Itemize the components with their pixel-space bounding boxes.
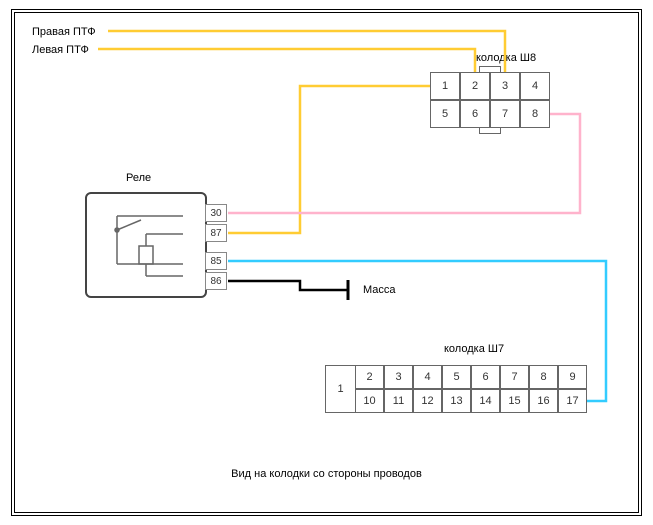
label-sh7: колодка Ш7	[444, 343, 504, 355]
sh7-cell-6: 6	[471, 365, 500, 389]
sh7-cell-4: 4	[413, 365, 442, 389]
label-relay: Реле	[126, 172, 151, 184]
sh8-notch-top	[479, 66, 501, 72]
sh8-cell-6: 6	[460, 100, 490, 128]
diagram-stage: Правая ПТФ Левая ПТФ колодка Ш8 Реле Мас…	[0, 0, 653, 525]
sh7-cell-17: 17	[558, 389, 587, 413]
sh7-cell-2: 2	[355, 365, 384, 389]
label-sh8: колодка Ш8	[476, 52, 536, 64]
sh8-cell-2: 2	[460, 72, 490, 100]
sh7-cell-16: 16	[529, 389, 558, 413]
relay-terminal-87: 87	[205, 224, 227, 242]
sh7-cell-11: 11	[384, 389, 413, 413]
relay-terminal-30: 30	[205, 204, 227, 222]
sh8-cell-7: 7	[490, 100, 520, 128]
sh8-notch-bottom	[479, 128, 501, 134]
sh7-cell-9: 9	[558, 365, 587, 389]
connector-sh8: 1 2 3 4 5 6 7 8	[430, 72, 555, 132]
sh8-cell-5: 5	[430, 100, 460, 128]
label-right-ptf: Правая ПТФ	[32, 26, 96, 38]
label-left-ptf: Левая ПТФ	[32, 44, 89, 56]
sh7-cell-7: 7	[500, 365, 529, 389]
sh8-cell-1: 1	[430, 72, 460, 100]
connector-sh7: 1 2 3 4 5 6 7 8 9 10 11 12 13 14 15 16 1…	[325, 365, 591, 417]
relay-terminal-85: 85	[205, 252, 227, 270]
sh7-cell-10: 10	[355, 389, 384, 413]
sh7-cell-1: 1	[325, 365, 355, 413]
relay-schematic-icon	[87, 194, 205, 296]
sh7-cell-3: 3	[384, 365, 413, 389]
sh7-cell-14: 14	[471, 389, 500, 413]
sh7-cell-13: 13	[442, 389, 471, 413]
relay-terminal-86: 86	[205, 272, 227, 290]
caption: Вид на колодки со стороны проводов	[0, 468, 653, 480]
relay-body	[85, 192, 207, 298]
sh8-cell-3: 3	[490, 72, 520, 100]
sh8-cell-8: 8	[520, 100, 550, 128]
sh7-cell-12: 12	[413, 389, 442, 413]
label-ground: Масса	[363, 284, 396, 296]
sh7-cell-5: 5	[442, 365, 471, 389]
sh7-cell-15: 15	[500, 389, 529, 413]
sh8-cell-4: 4	[520, 72, 550, 100]
sh7-cell-8: 8	[529, 365, 558, 389]
